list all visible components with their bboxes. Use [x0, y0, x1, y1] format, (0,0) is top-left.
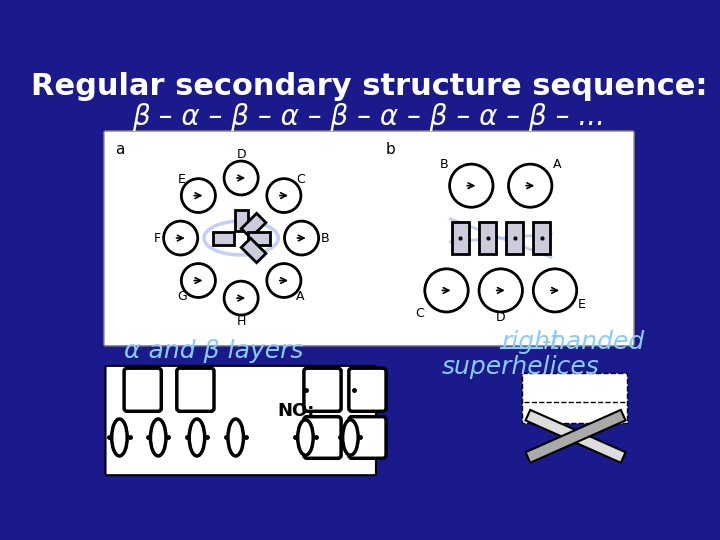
FancyBboxPatch shape — [349, 417, 386, 458]
Ellipse shape — [189, 419, 204, 456]
Ellipse shape — [112, 419, 127, 456]
FancyBboxPatch shape — [241, 213, 266, 238]
Bar — [523, 373, 627, 423]
Text: NO:: NO: — [277, 402, 315, 420]
Text: D: D — [496, 311, 505, 324]
FancyBboxPatch shape — [452, 222, 469, 254]
FancyBboxPatch shape — [506, 222, 523, 254]
Ellipse shape — [150, 419, 166, 456]
Text: E: E — [178, 173, 186, 186]
Text: A: A — [296, 291, 305, 303]
FancyBboxPatch shape — [124, 368, 161, 411]
Text: E: E — [578, 298, 586, 311]
FancyBboxPatch shape — [248, 232, 270, 245]
Text: G: G — [177, 291, 186, 303]
Text: C: C — [296, 173, 305, 186]
Text: D: D — [236, 148, 246, 161]
Text: C: C — [415, 307, 424, 320]
Text: α and β layers: α and β layers — [125, 339, 304, 363]
FancyBboxPatch shape — [349, 368, 386, 411]
FancyBboxPatch shape — [479, 222, 496, 254]
Text: H: H — [236, 315, 246, 328]
FancyBboxPatch shape — [304, 417, 341, 458]
Text: a: a — [114, 142, 124, 157]
Ellipse shape — [228, 419, 243, 456]
Text: F: F — [154, 232, 161, 245]
Text: β – α – β – α – β – α – β – α – β – ...: β – α – β – α – β – α – β – α – β – ... — [132, 103, 606, 131]
FancyBboxPatch shape — [212, 232, 234, 245]
FancyBboxPatch shape — [104, 131, 634, 346]
Polygon shape — [526, 410, 626, 463]
Text: Regular secondary structure sequence:: Regular secondary structure sequence: — [31, 72, 707, 101]
FancyBboxPatch shape — [241, 238, 266, 263]
Ellipse shape — [297, 420, 313, 455]
Text: B: B — [320, 232, 329, 245]
Text: b: b — [386, 142, 396, 157]
Text: -handed: -handed — [542, 330, 645, 354]
Ellipse shape — [343, 420, 358, 455]
Text: B: B — [440, 158, 449, 171]
FancyBboxPatch shape — [534, 222, 550, 254]
FancyBboxPatch shape — [177, 368, 214, 411]
FancyBboxPatch shape — [235, 210, 248, 231]
Polygon shape — [526, 410, 626, 463]
Text: right: right — [500, 330, 559, 354]
Text: superhelices: superhelices — [442, 355, 600, 379]
FancyBboxPatch shape — [106, 366, 376, 475]
FancyBboxPatch shape — [304, 368, 341, 411]
Text: A: A — [553, 158, 562, 171]
